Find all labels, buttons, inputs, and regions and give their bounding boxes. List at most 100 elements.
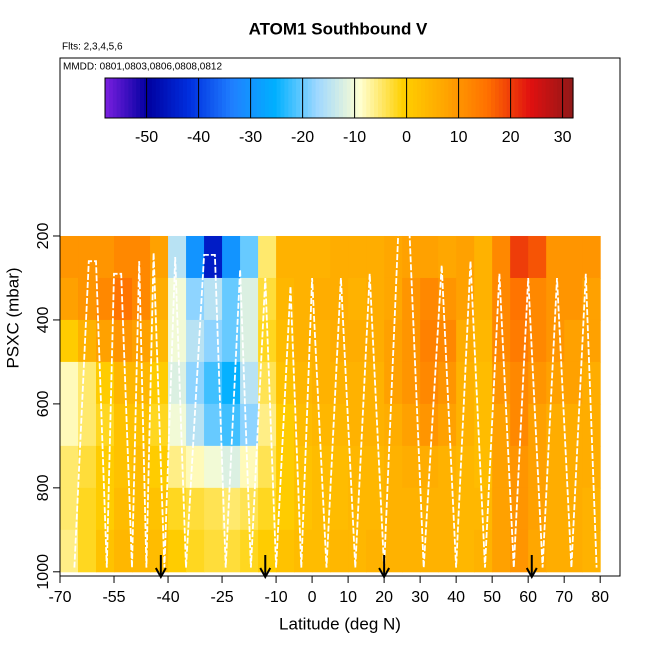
colorbar-swatch: [448, 78, 453, 118]
x-tick-label: 10: [339, 589, 357, 606]
colorbar-swatch: [198, 78, 204, 118]
heat-cell: [510, 487, 529, 531]
heat-cell: [330, 235, 349, 279]
heat-cell: [546, 487, 565, 531]
heat-cell: [114, 529, 133, 573]
heat-cell: [150, 487, 169, 531]
heat-cell: [168, 403, 187, 447]
heat-cell: [222, 361, 241, 405]
heat-cell: [114, 277, 133, 321]
colorbar-swatch: [132, 78, 137, 118]
heat-cell: [474, 319, 493, 363]
colorbar-swatch: [440, 78, 445, 118]
heat-cell: [204, 487, 223, 531]
colorbar-swatch: [370, 78, 375, 118]
heat-cell: [294, 361, 313, 405]
colorbar-swatch: [452, 78, 457, 118]
heat-cell: [186, 445, 205, 489]
heat-cell: [204, 235, 223, 279]
heat-cell: [204, 361, 223, 405]
heat-cell: [60, 445, 79, 489]
heat-cell: [186, 529, 205, 573]
heat-cell: [420, 277, 439, 321]
colorbar-swatch: [428, 78, 434, 118]
heat-cell: [456, 487, 475, 531]
heat-cell: [330, 529, 349, 573]
subtitle: Flts: 2,3,4,5,6: [62, 42, 123, 53]
colorbar-swatch: [222, 78, 227, 118]
heat-cell: [492, 403, 511, 447]
heat-cell: [114, 361, 133, 405]
heat-cell: [132, 277, 151, 321]
heat-cell: [438, 319, 457, 363]
colorbar-swatch: [436, 78, 441, 118]
x-tick-label: -25: [210, 589, 233, 606]
heat-cell: [96, 445, 115, 489]
heat-cell: [438, 403, 457, 447]
colorbar-tick-label: -30: [239, 129, 262, 146]
colorbar-swatch: [413, 78, 418, 118]
colorbar-swatch: [471, 78, 477, 118]
heat-cell: [132, 403, 151, 447]
heat-cell: [186, 235, 205, 279]
colorbar-swatch: [183, 78, 188, 118]
colorbar-swatch: [303, 78, 309, 118]
colorbar-swatch: [272, 78, 278, 118]
colorbar-swatch: [202, 78, 207, 118]
heat-cell: [150, 361, 169, 405]
colorbar-tick-label: 10: [450, 129, 468, 146]
heat-cell: [96, 277, 115, 321]
heat-cell: [348, 277, 367, 321]
heat-cell: [60, 403, 79, 447]
heat-cell: [294, 235, 313, 279]
colorbar-swatch: [495, 78, 500, 118]
colorbar-swatch: [487, 78, 492, 118]
marker-arrow: [378, 555, 390, 580]
x-tick-label: 50: [483, 589, 501, 606]
heat-cell: [78, 235, 97, 279]
heat-cell: [276, 403, 295, 447]
colorbar-swatch: [319, 78, 324, 118]
colorbar-swatch: [381, 78, 387, 118]
x-tick-label: 60: [519, 589, 537, 606]
heat-cell: [384, 277, 403, 321]
heatmap: [60, 235, 601, 573]
colorbar-swatch: [537, 78, 543, 118]
heat-cell: [96, 403, 115, 447]
heat-cell: [528, 235, 547, 279]
colorbar-tick-label: 20: [502, 129, 520, 146]
heat-cell: [366, 319, 385, 363]
heat-cell: [150, 445, 169, 489]
heat-cell: [168, 529, 187, 573]
heat-cell: [114, 487, 133, 531]
heat-cell: [186, 319, 205, 363]
heat-cell: [60, 277, 79, 321]
heat-cell: [258, 403, 277, 447]
y-tick-label: 200: [35, 223, 52, 250]
heat-cell: [348, 235, 367, 279]
heat-cell: [582, 319, 601, 363]
heat-cell: [348, 445, 367, 489]
colorbar-swatch: [502, 78, 508, 118]
heat-cell: [510, 403, 529, 447]
heat-cell: [546, 529, 565, 573]
heat-cell: [420, 319, 439, 363]
x-tick-label: 80: [591, 589, 609, 606]
colorbar-swatch: [292, 78, 297, 118]
annotation: MMDD: 0801,0803,0806,0808,0812: [63, 62, 222, 73]
heat-cell: [114, 403, 133, 447]
colorbar-swatch: [483, 78, 488, 118]
colorbar-swatch: [475, 78, 480, 118]
heat-cell: [312, 403, 331, 447]
colorbar-swatch: [112, 78, 118, 118]
colorbar-swatch: [432, 78, 438, 118]
heat-cell: [132, 235, 151, 279]
heat-cell: [258, 445, 277, 489]
heat-cell: [168, 361, 187, 405]
heat-cell: [240, 235, 259, 279]
y-tick-label: 400: [35, 306, 52, 333]
heat-cell: [60, 235, 79, 279]
colorbar-swatch: [136, 78, 141, 118]
heat-cell: [276, 529, 295, 573]
